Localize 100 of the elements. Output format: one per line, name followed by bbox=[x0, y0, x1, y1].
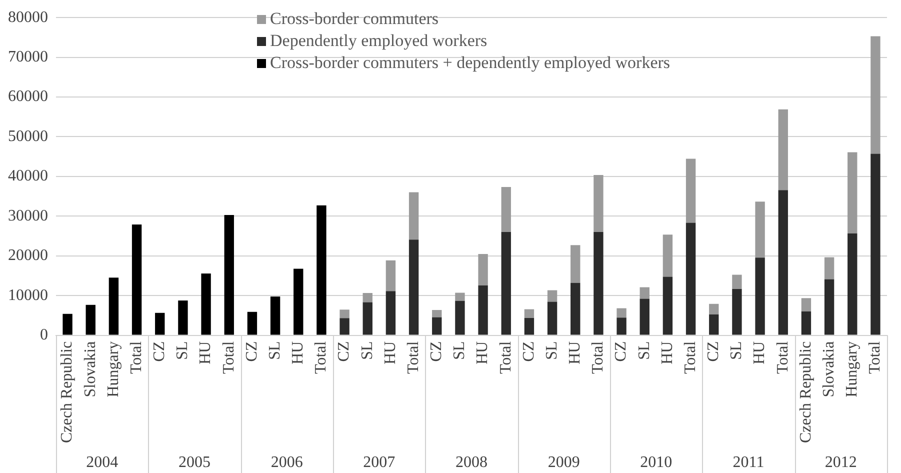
bar bbox=[570, 245, 580, 283]
x-tick-label: Total bbox=[128, 340, 145, 374]
bar bbox=[640, 298, 650, 335]
bar bbox=[501, 232, 511, 335]
x-tick-label: Czech Republic bbox=[58, 341, 76, 444]
bar bbox=[362, 302, 372, 335]
bar bbox=[478, 285, 488, 335]
y-tick-label: 30000 bbox=[8, 207, 48, 224]
x-tick-label: SL bbox=[266, 341, 284, 360]
x-tick-label: Total bbox=[774, 340, 792, 374]
bar bbox=[201, 274, 211, 335]
bar bbox=[801, 298, 812, 312]
x-tick-label: Total bbox=[682, 340, 699, 374]
x-tick-label: CZ bbox=[243, 341, 260, 362]
text: 2007 bbox=[363, 454, 396, 472]
bar bbox=[432, 310, 442, 318]
bar bbox=[732, 289, 742, 335]
bar bbox=[570, 282, 580, 335]
x-tick-label: Total bbox=[404, 340, 422, 374]
bar bbox=[870, 36, 880, 154]
bar bbox=[662, 276, 673, 335]
legend-label: Cross-border commuters bbox=[270, 8, 439, 30]
x-tick-label: Total bbox=[866, 340, 884, 374]
bar bbox=[478, 254, 488, 286]
bar bbox=[755, 258, 765, 335]
text: 2005 bbox=[178, 454, 210, 472]
bar bbox=[132, 224, 142, 335]
bar bbox=[755, 202, 765, 258]
text: 2009 bbox=[548, 454, 580, 472]
bar bbox=[501, 186, 511, 232]
bar bbox=[778, 109, 788, 190]
bar bbox=[408, 192, 419, 240]
y-tick-label: 50000 bbox=[8, 128, 48, 145]
y-tick-label: 40000 bbox=[8, 168, 48, 185]
x-tick-label: SL bbox=[543, 341, 560, 360]
x-tick-label: CZ bbox=[428, 341, 446, 362]
x-tick-label: HU bbox=[474, 340, 492, 364]
x-tick-label: HU bbox=[658, 340, 676, 364]
bar bbox=[824, 279, 834, 335]
x-tick-label: CZ bbox=[520, 341, 538, 362]
bar bbox=[340, 310, 350, 318]
bar bbox=[616, 308, 626, 318]
bar bbox=[524, 318, 534, 335]
bar bbox=[386, 291, 396, 335]
bar bbox=[86, 304, 96, 335]
x-tick-label: Slovakia bbox=[82, 341, 99, 398]
x-tick-label: HU bbox=[290, 340, 307, 364]
bar bbox=[778, 190, 788, 335]
bar bbox=[294, 268, 304, 335]
y-tick-label: 70000 bbox=[8, 48, 48, 66]
x-tick-label: HU bbox=[566, 340, 584, 364]
bar bbox=[547, 302, 558, 335]
x-tick-label: Slovakia bbox=[820, 341, 838, 398]
bar bbox=[662, 234, 673, 277]
bar bbox=[432, 317, 442, 335]
bar bbox=[155, 312, 165, 335]
x-tick-label: CZ bbox=[612, 341, 630, 362]
bar bbox=[824, 257, 834, 280]
text: 2004 bbox=[86, 454, 118, 472]
x-tick-label: CZ bbox=[705, 341, 722, 362]
x-tick-label: Total bbox=[497, 340, 514, 374]
x-tick-label: HU bbox=[751, 340, 768, 364]
bar bbox=[686, 222, 696, 335]
bar bbox=[316, 205, 326, 335]
bar bbox=[848, 152, 858, 234]
bar bbox=[848, 233, 858, 335]
text: 2011 bbox=[732, 454, 764, 472]
legend-label: Cross-border commuters + dependently employed workers bbox=[270, 52, 670, 74]
bar bbox=[247, 312, 258, 335]
legend-label: Dependently employed workers bbox=[270, 30, 488, 52]
bar bbox=[547, 290, 558, 302]
bar bbox=[455, 300, 465, 335]
x-tick-label: Hungary bbox=[104, 341, 122, 398]
bar bbox=[270, 296, 280, 335]
bar bbox=[340, 318, 350, 335]
text: 2006 bbox=[270, 454, 303, 472]
x-tick-label: SL bbox=[358, 341, 376, 360]
x-tick-label: Total bbox=[590, 340, 607, 374]
bar bbox=[709, 304, 719, 314]
bar bbox=[594, 175, 604, 232]
bar bbox=[408, 240, 419, 335]
bar bbox=[732, 274, 742, 289]
bar bbox=[686, 158, 696, 223]
x-tick-label: HU bbox=[382, 340, 399, 364]
text: 2010 bbox=[640, 454, 672, 472]
bar bbox=[108, 278, 119, 335]
x-tick-label: CZ bbox=[151, 341, 168, 362]
x-tick-label: HU bbox=[197, 340, 214, 364]
x-tick-label: Total bbox=[220, 340, 238, 374]
bar bbox=[224, 214, 234, 335]
bar bbox=[870, 154, 880, 335]
bar bbox=[801, 311, 812, 335]
text: 2012 bbox=[824, 454, 857, 472]
text: 2008 bbox=[456, 454, 488, 472]
x-tick-label: SL bbox=[451, 341, 468, 360]
y-tick-label: 10000 bbox=[8, 286, 48, 304]
bar bbox=[62, 314, 72, 335]
x-tick-label: Hungary bbox=[844, 341, 861, 398]
bar bbox=[524, 309, 534, 318]
y-tick-label: 0 bbox=[40, 326, 48, 344]
